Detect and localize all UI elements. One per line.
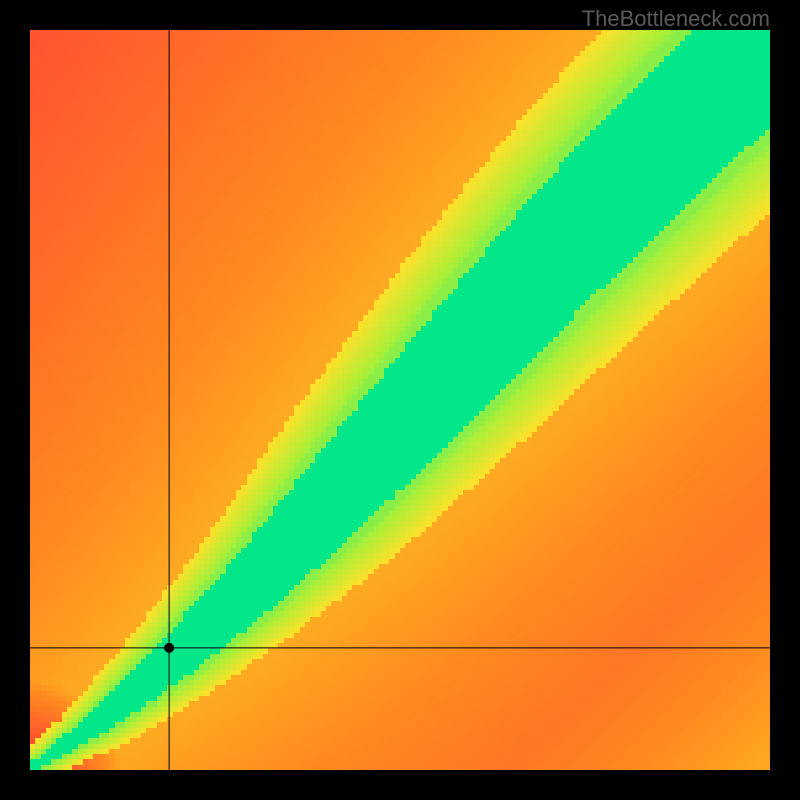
heatmap-canvas [30, 30, 770, 770]
watermark-text: TheBottleneck.com [582, 6, 770, 32]
heatmap-plot [30, 30, 770, 770]
